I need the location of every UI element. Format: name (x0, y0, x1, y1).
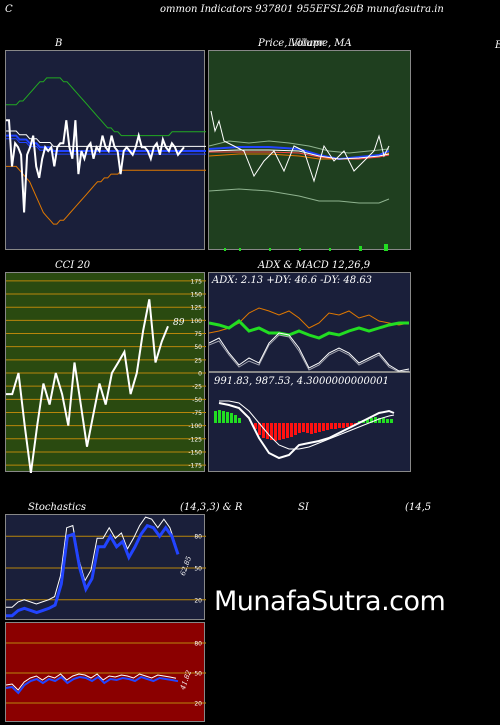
cci-tick-label: 100 (191, 318, 203, 325)
stoch-tick-label: 50 (194, 566, 202, 573)
cci-tick-label: 150 (191, 292, 203, 299)
bb-panel (5, 50, 206, 250)
cci-tick-label: 175 (191, 278, 203, 285)
macd-histogram (214, 410, 393, 441)
stoch-tick-label: 20 (194, 597, 202, 604)
bb-upper-band (6, 77, 206, 137)
price-line (210, 110, 390, 183)
macd-signal-line (219, 400, 395, 450)
stoch-k-line (6, 523, 180, 618)
price-panel-title: Price, Volume, MA (258, 38, 352, 49)
cci-tick-label: -75 (192, 410, 202, 417)
adx-panel (208, 272, 411, 373)
rsi-tick-label: 50 (194, 671, 202, 678)
bb-ma-blue (6, 134, 206, 152)
header-left-letter: C (5, 4, 13, 15)
header-title: ommon Indicators 937801 955EFSL26B munaf… (160, 4, 444, 15)
bb-price-line (6, 119, 185, 213)
adx-lines (209, 307, 410, 373)
bb-chart (6, 77, 206, 225)
rsi-tick-label: 80 (194, 641, 202, 648)
cci-tick-label: -125 (188, 436, 202, 443)
cci-tick-label: 25 (194, 357, 202, 364)
cci-tick-label: -50 (192, 397, 202, 404)
adx-panel-title: ADX & MACD 12,26,9 (258, 260, 371, 271)
stoch-panel-params: (14,3,3) & R (180, 502, 243, 513)
stoch-tick-label: 80 (194, 534, 202, 541)
rsi-panel-title: SI (298, 502, 309, 513)
price-chart (209, 110, 390, 251)
macd-chart (214, 400, 395, 460)
cci-panel: 175 150 125 100 75 50 25 0 -25 -50 -75 -100 -125 -150… (5, 272, 206, 473)
watermark: MunafaSutra.com (214, 586, 446, 617)
price-panel-overlay-title: Lilliapr (288, 38, 325, 49)
cci-tick-label: -175 (188, 463, 202, 470)
bb-ma-blue-2 (6, 138, 206, 155)
bb-panel-title: B (55, 38, 63, 49)
bb-lower-band (6, 165, 206, 225)
ma-lines (209, 140, 390, 204)
macd-readout: 991.83, 987.53, 4.3000000000001 (214, 376, 389, 387)
rsi-tick-label: 20 (194, 701, 202, 708)
stoch-panel-title: Stochastics (28, 502, 86, 513)
macd-panel (208, 372, 411, 472)
volume-bars (224, 244, 388, 251)
cci-chart: 175 150 125 100 75 50 25 0 -25 -50 -75 -100 -125 -150… (6, 278, 206, 473)
cci-panel-title: CCI 20 (55, 260, 91, 271)
header-right-letter: E (495, 40, 500, 51)
rsi-chart: 80 50 20 (6, 641, 206, 708)
cci-last-label: 89 (173, 318, 185, 328)
cci-tick-label: 75 (194, 331, 202, 338)
macd-line (218, 402, 395, 460)
adx-chart (209, 307, 410, 373)
adx-readout: ADX: 2.13 +DY: 46.6 -DY: 48.63 (212, 275, 373, 286)
rsi-panel-params: (14,5 (405, 502, 432, 513)
rsi-line (6, 675, 179, 695)
cci-tick-label: -150 (188, 449, 202, 456)
cci-tick-label: 125 (191, 305, 203, 312)
stoch-d-line (6, 516, 177, 608)
rsi-panel: 80 50 20 (5, 622, 206, 722)
cci-tick-label: 0 (198, 371, 202, 378)
cci-tick-label: 50 (194, 344, 202, 351)
price-panel (208, 50, 411, 251)
rsi-white-line (6, 673, 177, 691)
cci-tick-label: -25 (192, 384, 202, 391)
cci-tick-label: -100 (188, 423, 202, 430)
cci-line (6, 299, 169, 473)
stoch-chart: 80 50 20 (6, 516, 206, 618)
stoch-panel: 80 50 20 (5, 514, 206, 620)
